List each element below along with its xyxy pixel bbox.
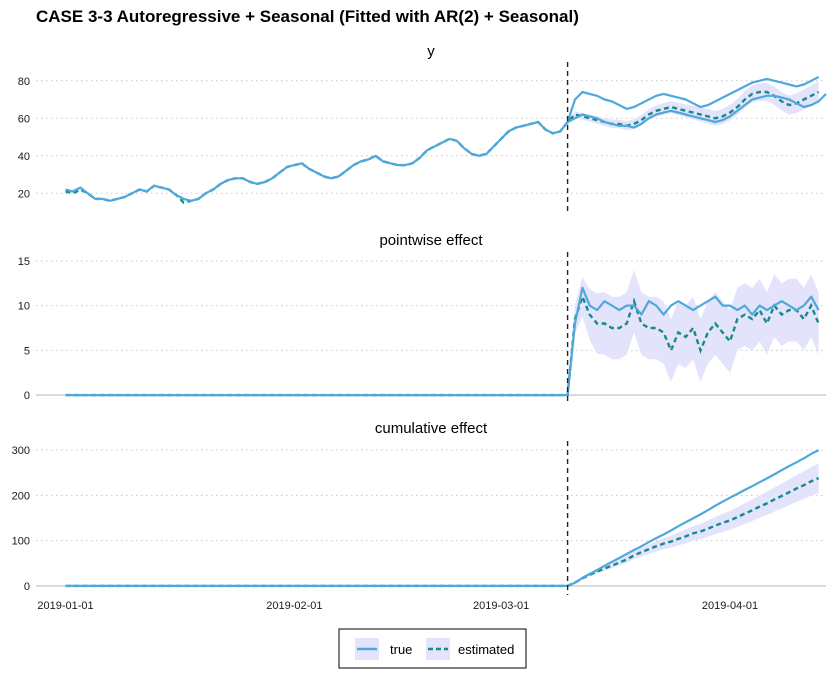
x-axis: 2019-01-01 2019-02-01 2019-03-01 2019-04-01 bbox=[37, 600, 758, 612]
series-true-line-1 bbox=[65, 76, 820, 202]
panel-title: pointwise effect bbox=[379, 232, 483, 249]
confidence-band bbox=[567, 81, 819, 131]
series-true-line-1 bbox=[65, 286, 820, 397]
legend-label-true: true bbox=[390, 642, 412, 657]
y-tick-label: 10 bbox=[18, 301, 30, 313]
legend: true estimated bbox=[338, 628, 527, 669]
confidence-band bbox=[567, 463, 819, 586]
y-tick-label: 40 bbox=[18, 151, 30, 163]
panel-3: cumulative effect 0 100 200 300 bbox=[12, 420, 826, 595]
x-tick-label: 2019-04-01 bbox=[702, 600, 758, 612]
y-tick-label: 80 bbox=[18, 76, 30, 88]
y-tick-label: 15 bbox=[18, 256, 30, 268]
y-tick-label: 100 bbox=[12, 536, 30, 548]
chart-panels: y 20 40 60 80 pointwise effect 0 5 10 15 cumulativ… bbox=[12, 43, 827, 595]
series-true-line-2 bbox=[567, 93, 827, 129]
confidence-band bbox=[567, 269, 819, 404]
panel-1: y 20 40 60 80 bbox=[18, 43, 827, 212]
panel-title: y bbox=[427, 43, 435, 60]
y-tick-label: 300 bbox=[12, 445, 30, 457]
y-tick-label: 0 bbox=[24, 390, 30, 402]
y-tick-label: 60 bbox=[18, 113, 30, 125]
x-tick-label: 2019-01-01 bbox=[37, 600, 93, 612]
x-tick-label: 2019-02-01 bbox=[266, 600, 322, 612]
panel-2: pointwise effect 0 5 10 15 bbox=[18, 232, 826, 404]
x-tick-label: 2019-03-01 bbox=[473, 600, 529, 612]
chart-title: CASE 3-3 Autoregressive + Seasonal (Fitt… bbox=[36, 7, 579, 26]
series-true-line-1 bbox=[65, 449, 820, 587]
panel-title: cumulative effect bbox=[375, 420, 488, 437]
y-tick-label: 5 bbox=[24, 345, 30, 357]
y-tick-label: 20 bbox=[18, 188, 30, 200]
y-tick-label: 0 bbox=[24, 581, 30, 593]
y-tick-label: 200 bbox=[12, 490, 30, 502]
legend-label-estimated: estimated bbox=[458, 642, 514, 657]
